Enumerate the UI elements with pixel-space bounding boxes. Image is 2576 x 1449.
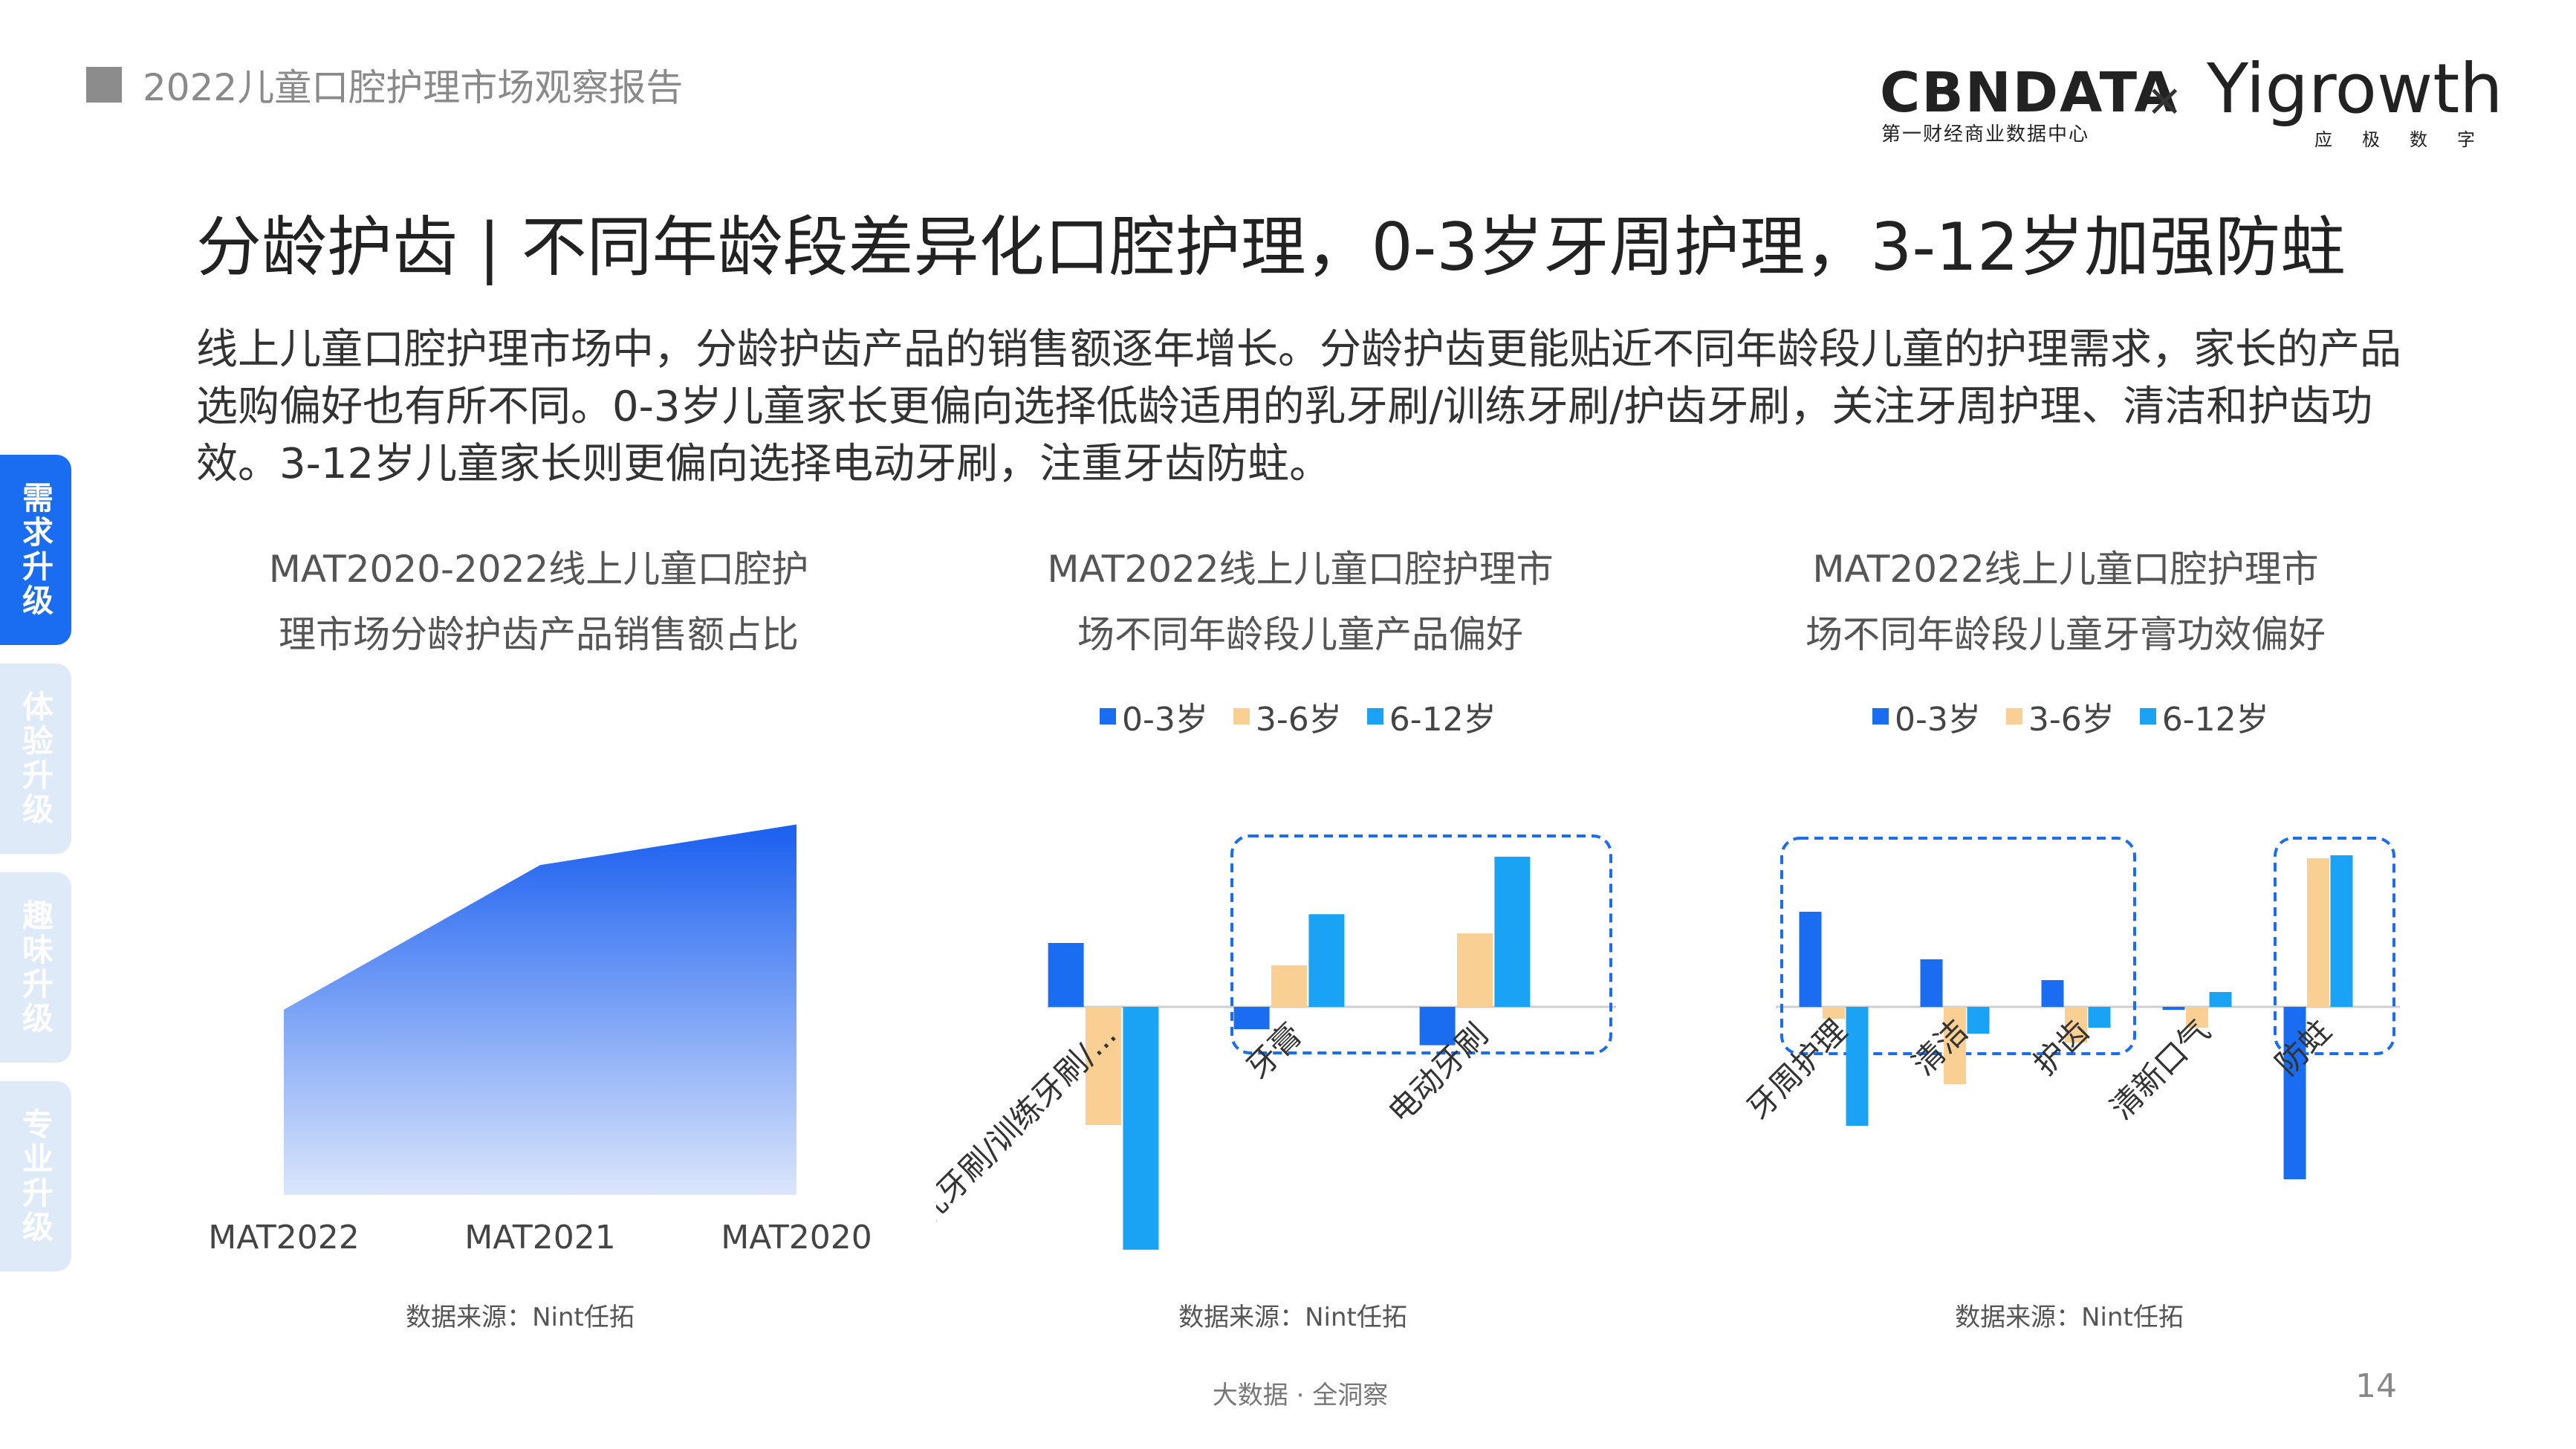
legend-label: 6-12岁 [1389, 701, 1496, 739]
chart2-title-line1: MAT2022线上儿童口腔护理市 [1047, 548, 1554, 591]
bar-6-12岁 [2209, 992, 2232, 1007]
legend-swatch-icon [1233, 708, 1250, 724]
cbndata-logo-subtitle: 第一财经商业数据中心 [1881, 123, 2090, 146]
bar-3-6岁 [1944, 1007, 1966, 1084]
x-tick-label: 牙周护理 [1740, 1012, 1854, 1126]
legend-label: 0-3岁 [1895, 701, 1981, 739]
legend-swatch-icon [1366, 708, 1383, 724]
chart3-title-line2: 场不同年龄段儿童牙膏功效偏好 [1806, 613, 2326, 656]
highlight-box [1780, 837, 2136, 1055]
bar-0-3岁 [2041, 980, 2064, 1007]
bar-6-12岁 [1967, 1007, 1990, 1034]
bar-6-12岁 [2330, 855, 2353, 1007]
legend-item: 6-12岁 [2139, 693, 2269, 740]
bar-3-6岁 [1823, 1007, 1845, 1019]
x-tick-label: MAT2021 [464, 1219, 616, 1257]
bar-6-12岁 [2088, 1007, 2111, 1028]
area-series [284, 824, 797, 1195]
report-title: 2022儿童口腔护理市场观察报告 [143, 66, 684, 109]
legend-item: 0-3岁 [1872, 693, 1981, 740]
legend-item: 0-3岁 [1100, 693, 1208, 740]
bar-6-12岁 [1308, 914, 1345, 1007]
legend-label: 6-12岁 [2161, 701, 2269, 739]
legend-label: 3-6岁 [2028, 701, 2115, 739]
bar-0-3岁 [1233, 1007, 1270, 1030]
yigrowth-logo-subtitle: 应极数字 [2314, 129, 2505, 150]
side-tab-label: 需求升级 [17, 482, 54, 618]
side-tab-professional[interactable]: 专业升级 [0, 1081, 71, 1271]
intro-paragraph: 线上儿童口腔护理市场中，分龄护齿产品的销售额逐年增长。分龄护齿更能贴近不同年龄段… [196, 325, 2401, 488]
side-tab-experience[interactable]: 体验升级 [0, 664, 71, 854]
chart2-title: MAT2022线上儿童口腔护理市 场不同年龄段儿童产品偏好 [966, 537, 1635, 667]
chart1-area-chart: MAT2022 MAT2021 MAT2020 [208, 824, 872, 1257]
bar-3-6岁 [2307, 858, 2329, 1007]
chart3-bar-chart: 牙周护理 清洁 护齿 清新口气 防蛀 [1740, 837, 2400, 1179]
side-tab-label: 体验升级 [17, 690, 54, 827]
x-tick-label: 清新口气 [2103, 1012, 2217, 1126]
legend-swatch-icon [2005, 708, 2022, 724]
side-tab-label: 专业升级 [17, 1108, 54, 1245]
bar-3-6岁 [1086, 1007, 1121, 1126]
chart2-title-line2: 场不同年龄段儿童产品偏好 [1077, 613, 1523, 656]
header-square-icon [86, 67, 122, 103]
legend-swatch-icon [1872, 708, 1889, 724]
x-tick-label: 防蛀 [2268, 1012, 2338, 1082]
page-number: 14 [2355, 1367, 2397, 1405]
side-tab-label: 趣味升级 [17, 899, 54, 1036]
bar-0-3岁 [2162, 1007, 2185, 1010]
chart2-bar-chart: 乳牙刷/训练牙刷/... 牙膏 电动牙刷 [936, 834, 1616, 1250]
chart2-source: 数据来源：Nint任拓 [1178, 1303, 1407, 1332]
side-tab-fun[interactable]: 趣味升级 [0, 872, 71, 1063]
bar-6-12岁 [1123, 1007, 1159, 1250]
legend-swatch-icon [1100, 708, 1116, 724]
legend-item: 3-6岁 [1233, 693, 1342, 740]
chart1-title: MAT2020-2022线上儿童口腔护 理市场分龄护齿产品销售额占比 [223, 537, 854, 667]
cbndata-logo: CBNDATA [1880, 61, 2178, 125]
bar-3-6岁 [2186, 1007, 2208, 1028]
highlight-box [2274, 837, 2395, 1055]
chart3-source: 数据来源：Nint任拓 [1955, 1303, 2184, 1332]
legend-item: 6-12岁 [1366, 693, 1496, 740]
bar-0-3岁 [1419, 1007, 1456, 1046]
legend-label: 0-3岁 [1122, 701, 1208, 739]
bar-3-6岁 [1271, 965, 1307, 1007]
chart1-title-line2: 理市场分龄护齿产品销售额占比 [279, 613, 799, 656]
bar-6-12岁 [1494, 856, 1531, 1007]
chart2-legend: 0-3岁 3-6岁 6-12岁 [1100, 693, 1496, 740]
chart3-title-line1: MAT2022线上儿童口腔护理市 [1812, 548, 2319, 591]
bar-0-3岁 [1920, 959, 1943, 1007]
logo-separator: × [2146, 74, 2184, 126]
side-tab-demand[interactable]: 需求升级 [0, 455, 71, 645]
bar-3-6岁 [1457, 933, 1493, 1007]
page-title: 分龄护齿 | 不同年龄段差异化口腔护理，0-3岁牙周护理，3-12岁加强防蛀 [196, 209, 2346, 285]
bar-0-3岁 [1799, 912, 1822, 1007]
x-tick-label: MAT2020 [721, 1219, 872, 1257]
legend-item: 3-6岁 [2005, 693, 2115, 740]
bar-0-3岁 [1048, 943, 1084, 1007]
chart3-legend: 0-3岁 3-6岁 6-12岁 [1872, 693, 2269, 740]
legend-label: 3-6岁 [1255, 701, 1342, 739]
footer-slogan: 大数据 · 全洞察 [1212, 1381, 1389, 1410]
legend-swatch-icon [2139, 708, 2156, 724]
chart1-source: 数据来源：Nint任拓 [406, 1303, 635, 1332]
chart3-title: MAT2022线上儿童口腔护理市 场不同年龄段儿童牙膏功效偏好 [1731, 537, 2400, 667]
yigrowth-logo: Yigrowth [2207, 49, 2503, 129]
x-tick-label: MAT2022 [208, 1219, 360, 1257]
highlight-box [1230, 834, 1612, 1054]
bar-6-12岁 [1846, 1007, 1869, 1126]
bar-3-6岁 [2065, 1007, 2087, 1043]
bar-0-3岁 [2283, 1007, 2306, 1179]
chart1-title-line1: MAT2020-2022线上儿童口腔护 [268, 548, 809, 591]
